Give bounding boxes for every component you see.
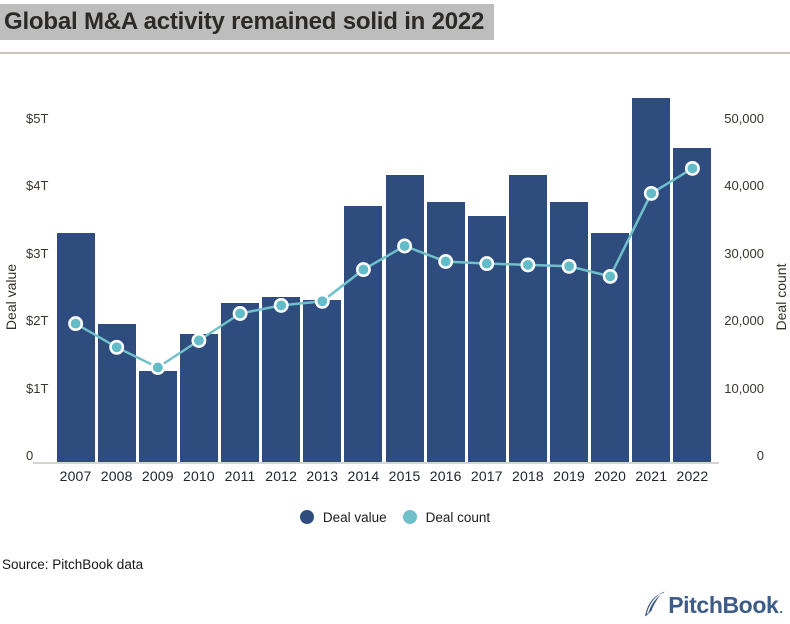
pitchbook-quill-icon <box>643 591 665 622</box>
x-label-2016: 2016 <box>429 468 462 484</box>
ma-activity-chart: Deal value Deal count $5T $4T $3T $2T $1T 0 50… <box>0 66 790 490</box>
deal-count-point-2016 <box>438 254 454 269</box>
deal-count-point-2014 <box>355 262 371 278</box>
legend-label-deal-count: Deal count <box>425 509 491 525</box>
right-tick-50000: 50,000 <box>724 110 764 126</box>
deal-value-swatch-icon <box>299 510 314 524</box>
bar-2018 <box>508 175 547 462</box>
bar-2015 <box>385 175 424 462</box>
x-label-2019: 2019 <box>553 468 586 484</box>
plot-area <box>55 86 713 462</box>
deal-count-point-2008 <box>109 339 125 355</box>
legend-item-deal-value: Deal value <box>299 509 387 525</box>
deal-count-point-2012 <box>273 297 289 313</box>
left-tick-0: 0 <box>26 448 34 463</box>
left-tick-$1T: $1T <box>26 380 49 396</box>
bar-2016 <box>426 202 465 462</box>
left-tick-$2T: $2T <box>26 313 49 328</box>
page-title: Global M&A activity remained solid in 20… <box>0 4 495 40</box>
pitchbook-logo: PitchBook . <box>643 589 783 622</box>
right-axis-title: Deal count <box>773 263 789 331</box>
deal-count-point-2021 <box>643 185 659 201</box>
bar-2011 <box>221 303 260 462</box>
x-label-2011: 2011 <box>224 468 256 484</box>
x-label-2012: 2012 <box>265 468 298 484</box>
pitchbook-wordmark: PitchBook <box>668 592 779 618</box>
bar-2007 <box>56 232 95 462</box>
x-label-2020: 2020 <box>594 468 627 484</box>
legend-item-deal-count: Deal count <box>402 509 491 525</box>
deal-count-point-2011 <box>232 306 248 321</box>
bar-2013 <box>303 300 342 462</box>
deal-count-point-2020 <box>602 268 618 284</box>
deal-count-line <box>74 167 694 369</box>
title-divider <box>0 52 790 54</box>
bar-2022 <box>673 148 712 462</box>
pitchbook-wordmark-dot: . <box>779 601 783 616</box>
right-tick-0: 0 <box>756 448 764 463</box>
right-tick-20000: 20,000 <box>724 313 764 328</box>
x-label-2007: 2007 <box>59 468 92 484</box>
deal-count-point-2019 <box>561 258 577 274</box>
deal-count-line-layer <box>68 160 700 375</box>
deal-count-point-2013 <box>314 293 330 309</box>
x-label-2013: 2013 <box>306 468 339 484</box>
x-label-2009: 2009 <box>141 468 174 484</box>
x-label-2017: 2017 <box>470 468 503 484</box>
x-label-2018: 2018 <box>511 468 544 484</box>
x-label-2022: 2022 <box>676 468 709 484</box>
right-tick-40000: 40,000 <box>724 178 764 193</box>
page-title-text: Global M&A activity remained solid in 20… <box>0 4 495 40</box>
bar-2019 <box>550 202 589 462</box>
bar-2009 <box>138 370 177 462</box>
x-label-2008: 2008 <box>100 468 133 484</box>
left-tick-$3T: $3T <box>26 245 49 261</box>
deal-count-point-2022 <box>684 160 700 176</box>
deal-count-point-2007 <box>68 316 84 332</box>
x-label-2015: 2015 <box>388 468 421 484</box>
left-tick-$4T: $4T <box>26 178 49 193</box>
bar-2012 <box>262 296 301 462</box>
right-tick-30000: 30,000 <box>724 245 764 261</box>
x-axis-line <box>33 462 719 464</box>
bar-2014 <box>344 205 383 462</box>
deal-count-point-2010 <box>191 333 207 348</box>
x-label-2021: 2021 <box>635 468 668 484</box>
left-tick-$5T: $5T <box>26 110 49 126</box>
source-note: Source: PitchBook data <box>2 557 144 572</box>
deal-count-point-2015 <box>397 238 413 254</box>
right-tick-10000: 10,000 <box>724 380 764 396</box>
legend-label-deal-value: Deal value <box>322 509 387 525</box>
deal-count-point-2018 <box>520 257 536 273</box>
left-axis-title: Deal value <box>3 263 19 331</box>
bar-2010 <box>179 333 218 462</box>
chart-legend: Deal value Deal count <box>0 507 790 527</box>
deal-count-point-2009 <box>150 360 166 375</box>
deal-count-point-2017 <box>479 256 495 272</box>
deal-count-swatch-icon <box>402 510 417 524</box>
x-label-2014: 2014 <box>347 468 380 484</box>
x-label-2010: 2010 <box>182 468 215 484</box>
bar-2021 <box>632 97 671 462</box>
